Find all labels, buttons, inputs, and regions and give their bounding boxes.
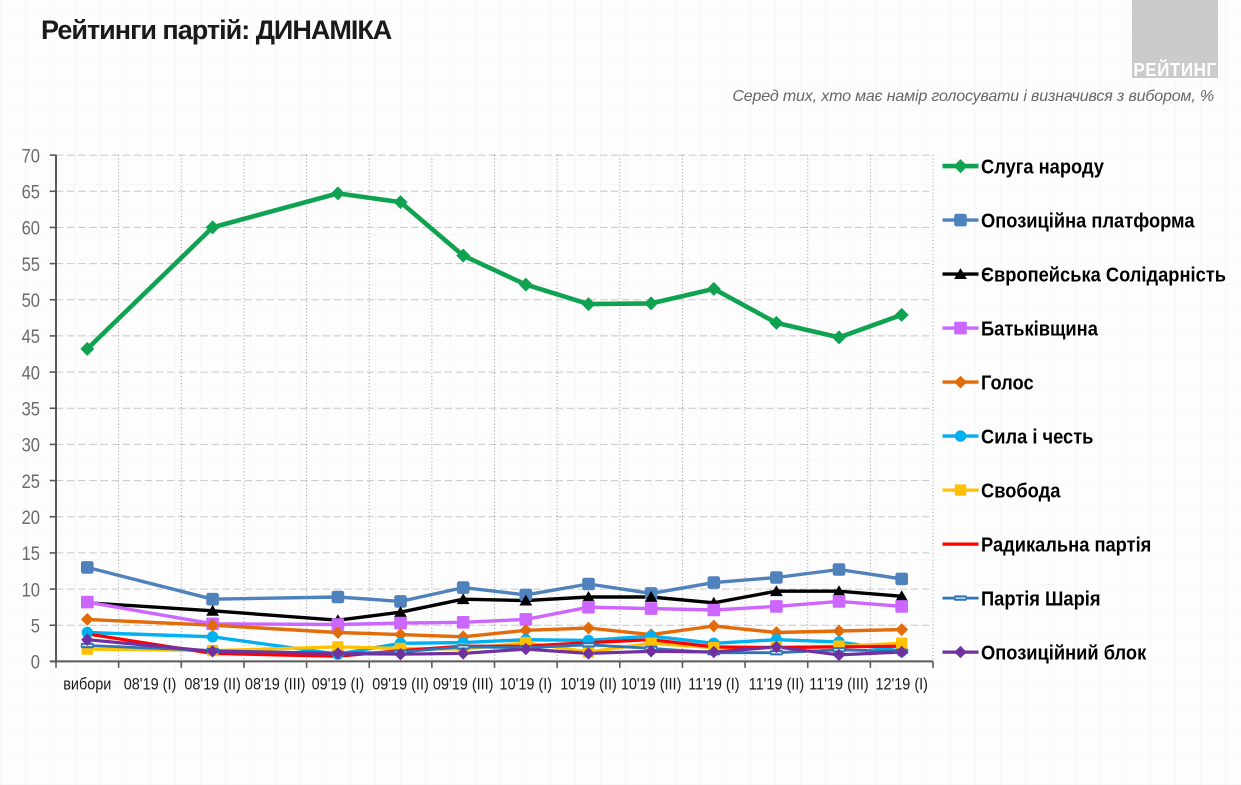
svg-text:Батьківщина: Батьківщина [981, 319, 1098, 341]
svg-text:12'19 (I): 12'19 (I) [875, 675, 928, 693]
svg-text:10: 10 [22, 579, 40, 601]
svg-text:Голос: Голос [981, 373, 1034, 395]
svg-text:Опозиційний блок: Опозиційний блок [981, 643, 1147, 665]
svg-text:Партія Шарія: Партія Шарія [981, 589, 1101, 611]
svg-text:Сила і честь: Сила і честь [981, 427, 1093, 449]
svg-text:09'19 (I): 09'19 (I) [312, 675, 365, 693]
svg-text:0: 0 [31, 651, 40, 673]
svg-text:08'19 (I): 08'19 (I) [124, 675, 177, 693]
svg-text:15: 15 [22, 543, 40, 565]
svg-text:08'19 (II): 08'19 (II) [184, 675, 241, 693]
svg-text:Радикальна партія: Радикальна партія [981, 535, 1151, 557]
svg-text:10'19 (III): 10'19 (III) [621, 675, 682, 693]
svg-text:09'19 (III): 09'19 (III) [433, 675, 494, 693]
svg-text:Слуга народу: Слуга народу [981, 157, 1104, 179]
svg-text:11'19 (III): 11'19 (III) [809, 675, 868, 693]
svg-text:Європейська Солідарність: Європейська Солідарність [981, 265, 1226, 287]
svg-text:Опозиційна платформа: Опозиційна платформа [981, 211, 1195, 233]
svg-text:35: 35 [22, 398, 40, 420]
svg-text:10'19 (II): 10'19 (II) [560, 675, 617, 693]
svg-text:09'19 (II): 09'19 (II) [372, 675, 429, 693]
svg-text:вибори: вибори [63, 675, 111, 693]
svg-text:11'19 (I): 11'19 (I) [688, 675, 739, 693]
svg-text:70: 70 [22, 145, 40, 167]
svg-text:08'19 (III): 08'19 (III) [245, 675, 306, 693]
svg-text:25: 25 [22, 471, 40, 493]
svg-text:60: 60 [22, 217, 40, 239]
svg-text:55: 55 [22, 254, 40, 276]
svg-text:11'19 (II): 11'19 (II) [749, 675, 804, 693]
svg-text:45: 45 [22, 326, 40, 348]
svg-text:5: 5 [31, 615, 40, 637]
svg-text:20: 20 [22, 507, 40, 529]
svg-text:65: 65 [22, 181, 40, 203]
svg-text:50: 50 [22, 290, 40, 312]
svg-text:40: 40 [22, 362, 40, 384]
svg-text:30: 30 [22, 434, 40, 456]
svg-text:Свобода: Свобода [981, 481, 1061, 503]
svg-text:10'19 (I): 10'19 (I) [500, 675, 553, 693]
